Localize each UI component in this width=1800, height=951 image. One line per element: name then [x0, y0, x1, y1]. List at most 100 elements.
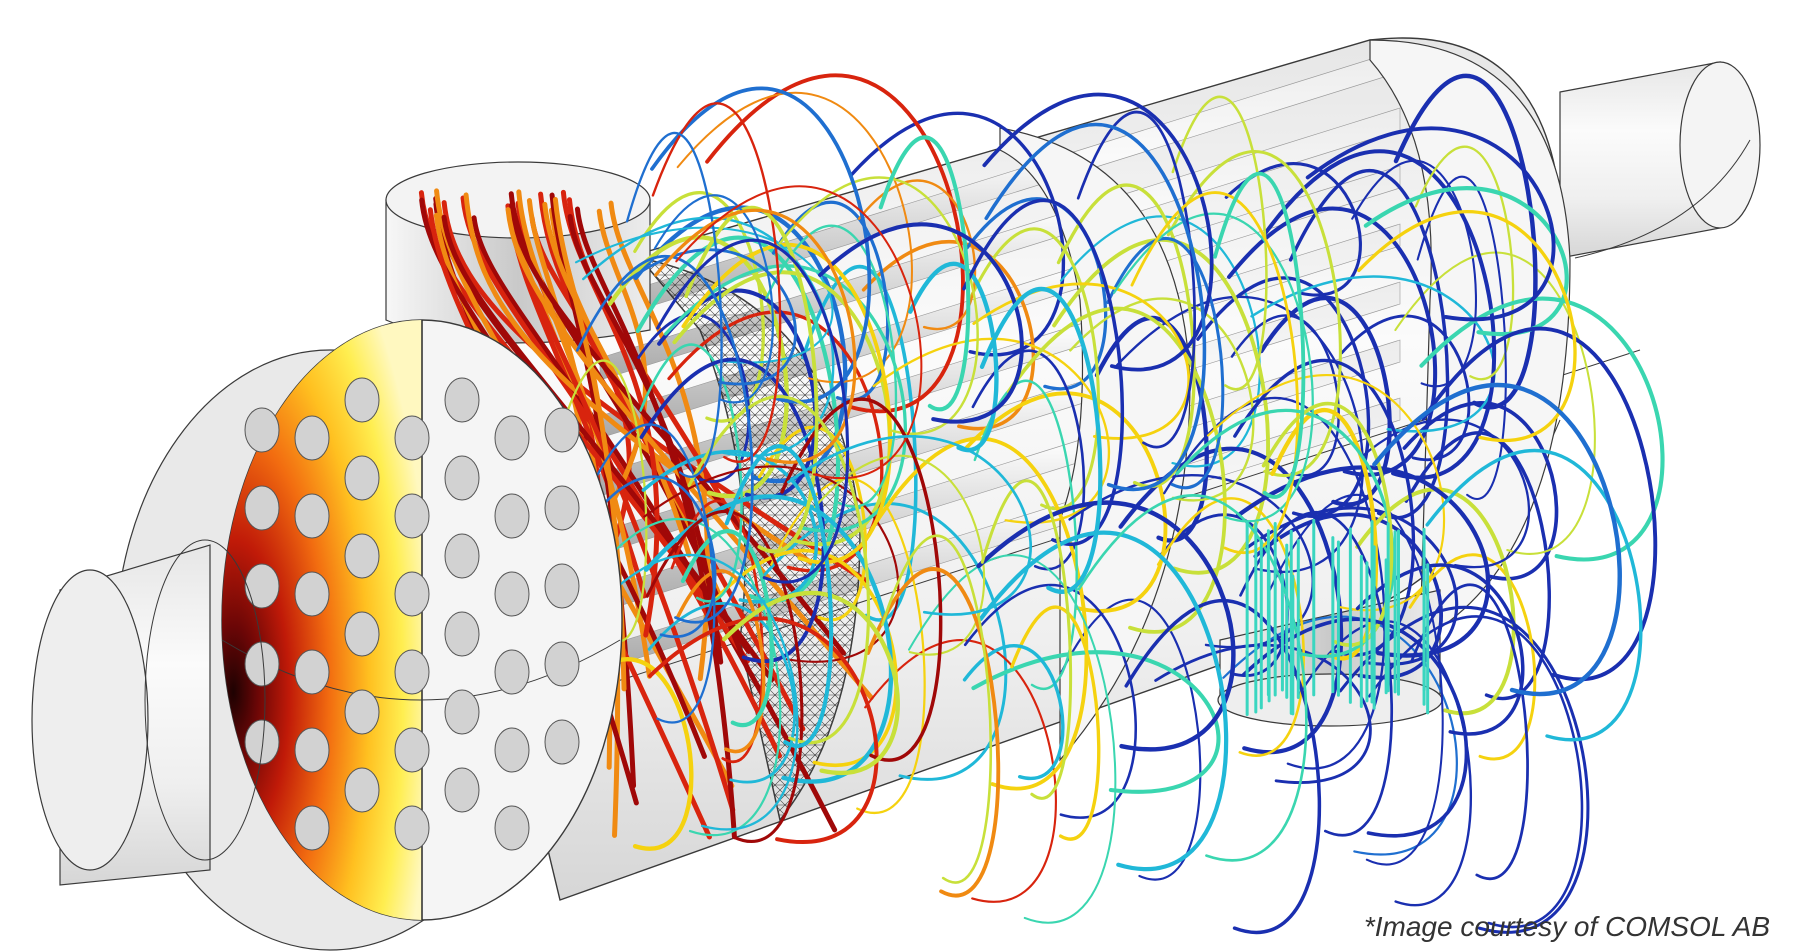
streamline: [849, 111, 1066, 357]
streamline: [509, 202, 847, 656]
tube-hole: [244, 485, 280, 531]
tube-hole: [394, 571, 430, 617]
streamline: [675, 569, 766, 754]
streamline: [1359, 418, 1530, 569]
streamline: [1124, 598, 1322, 934]
streamline: [647, 602, 796, 784]
streamline: [864, 639, 1057, 903]
tube-hole: [544, 485, 580, 531]
tube-hole: [494, 649, 530, 695]
streamline: [648, 616, 879, 844]
streamline: [1241, 617, 1469, 838]
tube-hole: [444, 377, 480, 423]
streamline: [1394, 251, 1596, 555]
tube-hole: [444, 689, 480, 735]
tube-hole: [444, 767, 480, 813]
streamline: [687, 395, 871, 744]
streamline: [657, 288, 818, 500]
streamline: [813, 454, 986, 656]
streamline: [786, 434, 1032, 616]
streamline: [963, 583, 1138, 819]
streamline: [1253, 512, 1443, 680]
streamline: [705, 73, 965, 414]
tube-hole: [494, 727, 530, 773]
streamline: [1224, 162, 1362, 297]
tube-hole: [494, 805, 530, 851]
streamline: [724, 444, 834, 748]
tube-hole: [244, 719, 280, 765]
streamline: [1419, 296, 1665, 562]
streamline: [722, 591, 900, 775]
tube-hole: [344, 689, 380, 735]
tube-hole: [244, 563, 280, 609]
streamline: [1414, 145, 1515, 381]
tube-hole: [544, 641, 580, 687]
streamline: [621, 248, 797, 386]
streamline: [907, 554, 1117, 924]
streamline: [881, 534, 993, 884]
streamline: [1052, 237, 1270, 575]
streamline: [1268, 493, 1444, 866]
streamline: [672, 270, 892, 546]
streamline: [971, 349, 1086, 571]
streamline: [780, 397, 943, 762]
streamline: [651, 102, 782, 463]
streamline: [675, 185, 923, 479]
streamline: [1106, 236, 1225, 490]
tube-hole: [494, 415, 530, 461]
front-end-cap: [114, 319, 623, 951]
streamline: [908, 261, 999, 453]
tube-hole: [294, 571, 330, 617]
streamline: [1372, 382, 1622, 697]
streamline: [757, 425, 867, 622]
tube-hole: [344, 533, 380, 579]
streamline: [1010, 605, 1101, 841]
streamline: [1156, 497, 1305, 757]
streamline: [982, 92, 1214, 372]
streamline: [575, 254, 754, 624]
streamline: [971, 650, 1221, 794]
streamline: [590, 475, 717, 639]
tube-hole: [394, 727, 430, 773]
streamline: [967, 227, 1100, 510]
tube-hole: [444, 455, 480, 501]
streamline: [654, 208, 857, 464]
streamline: [979, 287, 1103, 594]
streamline: [1230, 314, 1340, 477]
streamline: [1340, 314, 1471, 462]
streamline: [1357, 210, 1577, 442]
tube-hole: [394, 805, 430, 851]
streamline: [984, 122, 1207, 492]
tube-hole: [344, 455, 380, 501]
streamline: [1222, 615, 1458, 856]
streamline: [878, 135, 971, 412]
tube-hole: [444, 533, 480, 579]
tube-hole: [294, 727, 330, 773]
streamline: [1006, 306, 1227, 634]
tube-hole: [344, 767, 380, 813]
streamline: [866, 567, 1001, 898]
streamline: [1402, 401, 1559, 581]
streamline: [801, 264, 918, 622]
streamline: [1421, 326, 1658, 682]
tube-hole: [394, 415, 430, 461]
streamline: [962, 391, 1168, 613]
tube-hole: [244, 407, 280, 453]
tube-hole: [244, 641, 280, 687]
streamline: [1368, 615, 1584, 929]
streamlines: [418, 73, 1665, 934]
streamline: [639, 343, 743, 603]
streamline: [558, 359, 648, 643]
streamline: [653, 194, 774, 404]
tube-hole: [344, 377, 380, 423]
streamline: [818, 222, 1024, 424]
streamline: [1416, 176, 1507, 500]
streamline: [1250, 275, 1496, 433]
streamline: [1261, 149, 1497, 480]
streamline: [656, 238, 850, 584]
streamline: [516, 189, 652, 679]
streamline: [542, 201, 692, 558]
tube-hole: [444, 611, 480, 657]
streamline: [650, 86, 872, 404]
